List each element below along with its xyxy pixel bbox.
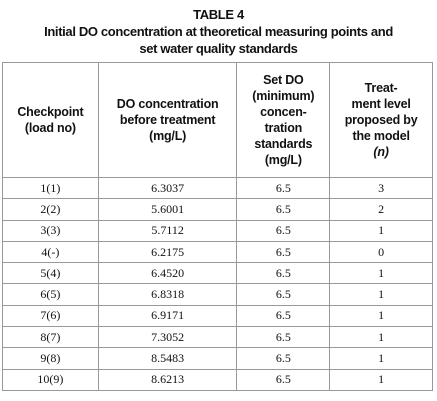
header-line: ment level bbox=[351, 97, 411, 111]
table-cell: 7.3052 bbox=[97, 326, 238, 349]
data-table: Checkpoint (load no) DO concentration befor… bbox=[2, 62, 433, 391]
table-cell: 3 bbox=[329, 176, 433, 200]
table-cell: 3(3) bbox=[2, 219, 99, 242]
table-cell: 1 bbox=[329, 368, 433, 391]
column-header: Treat-ment level proposed by the model (n) bbox=[329, 62, 433, 178]
table-cell: 2 bbox=[329, 198, 433, 221]
table-cell: 6.5 bbox=[236, 240, 331, 264]
table-cell: 1 bbox=[329, 326, 433, 349]
table-cell: 6.4520 bbox=[97, 262, 238, 285]
table-cell: 6.3037 bbox=[97, 176, 238, 200]
table-cell: 6.2175 bbox=[97, 240, 238, 264]
table-cell: 8(7) bbox=[2, 326, 99, 349]
column-header: Checkpoint (load no) bbox=[2, 62, 99, 178]
header-line: (mg/L) bbox=[264, 153, 302, 167]
table-cell: 1 bbox=[329, 347, 433, 370]
table-caption: set water quality standards bbox=[139, 41, 298, 56]
table-cell: 0 bbox=[329, 240, 433, 264]
table-row: 4(-) 6.2175 6.5 0 bbox=[2, 240, 433, 264]
table-cell: 6.5 bbox=[236, 198, 331, 221]
table-row: 8(7) 7.3052 6.5 1 bbox=[2, 326, 433, 349]
table-cell: 5.6001 bbox=[97, 198, 238, 221]
header-line: Treat- bbox=[364, 81, 398, 95]
header-line: Set DO bbox=[263, 73, 304, 87]
table-caption: Initial DO concentration at theoretical … bbox=[44, 24, 393, 39]
header-line: standards bbox=[254, 137, 313, 151]
table-row: 10(9) 8.6213 6.5 1 bbox=[2, 368, 433, 391]
table-cell: 5(4) bbox=[2, 262, 99, 285]
table-cell: 5.7112 bbox=[97, 219, 238, 242]
table-row: 1(1) 6.3037 6.5 3 bbox=[2, 176, 433, 200]
table-body: 1(1) 6.3037 6.5 3 2(2) 5.6001 6.5 2 3(3) 5.7112 6.… bbox=[2, 176, 433, 391]
table-cell: 1 bbox=[329, 304, 433, 328]
table-row: 9(8) 8.5483 6.5 1 bbox=[2, 347, 433, 370]
table-cell: 4(-) bbox=[2, 240, 99, 264]
header-line: (mg/L) bbox=[149, 129, 187, 143]
table-cell: 9(8) bbox=[2, 347, 99, 370]
table-cell: 8.6213 bbox=[97, 368, 238, 391]
table-cell: 6(5) bbox=[2, 283, 99, 306]
table-cell: 1 bbox=[329, 262, 433, 285]
table-cell: 8.5483 bbox=[97, 347, 238, 370]
table-cell: 6.8318 bbox=[97, 283, 238, 306]
table-cell: 1 bbox=[329, 283, 433, 306]
header-line: proposed by bbox=[344, 113, 418, 127]
table-cell: 7(6) bbox=[2, 304, 99, 328]
header-line: DO concentration bbox=[116, 97, 219, 111]
column-header: Set DO (minimum) concen-tration standards (m… bbox=[236, 62, 331, 178]
table-cell: 2(2) bbox=[2, 198, 99, 221]
column-header: DO concentration before treatment (mg/L) bbox=[97, 62, 238, 178]
header-line: the model bbox=[352, 129, 410, 143]
table-cell: 1(1) bbox=[2, 176, 99, 200]
table-cell: 6.5 bbox=[236, 176, 331, 200]
header-line: Checkpoint bbox=[17, 105, 84, 119]
table-cell: 6.9171 bbox=[97, 304, 238, 328]
table-row: 5(4) 6.4520 6.5 1 bbox=[2, 262, 433, 285]
table-cell: 6.5 bbox=[236, 368, 331, 391]
table-row: 3(3) 5.7112 6.5 1 bbox=[2, 219, 433, 242]
header-row: Checkpoint (load no) DO concentration befor… bbox=[2, 62, 433, 178]
header-line: (n) bbox=[373, 145, 389, 159]
header-line: before treatment bbox=[119, 113, 216, 127]
table-head: Checkpoint (load no) DO concentration befor… bbox=[2, 62, 433, 178]
header-line: tration bbox=[264, 121, 303, 135]
table-heading: TABLE 4 Initial DO concentration at theo… bbox=[0, 6, 437, 57]
table-row: 2(2) 5.6001 6.5 2 bbox=[2, 198, 433, 221]
table-cell: 6.5 bbox=[236, 262, 331, 285]
table-cell: 6.5 bbox=[236, 283, 331, 306]
table-title: TABLE 4 bbox=[193, 7, 244, 22]
table-cell: 6.5 bbox=[236, 219, 331, 242]
header-line: (load no) bbox=[24, 121, 76, 135]
table-cell: 1 bbox=[329, 219, 433, 242]
table-cell: 6.5 bbox=[236, 347, 331, 370]
table-cell: 10(9) bbox=[2, 368, 99, 391]
table-cell: 6.5 bbox=[236, 326, 331, 349]
table-cell: 6.5 bbox=[236, 304, 331, 328]
table-row: 7(6) 6.9171 6.5 1 bbox=[2, 304, 433, 328]
header-line: concen- bbox=[260, 105, 307, 119]
header-line: (minimum) bbox=[252, 89, 315, 103]
table-row: 6(5) 6.8318 6.5 1 bbox=[2, 283, 433, 306]
